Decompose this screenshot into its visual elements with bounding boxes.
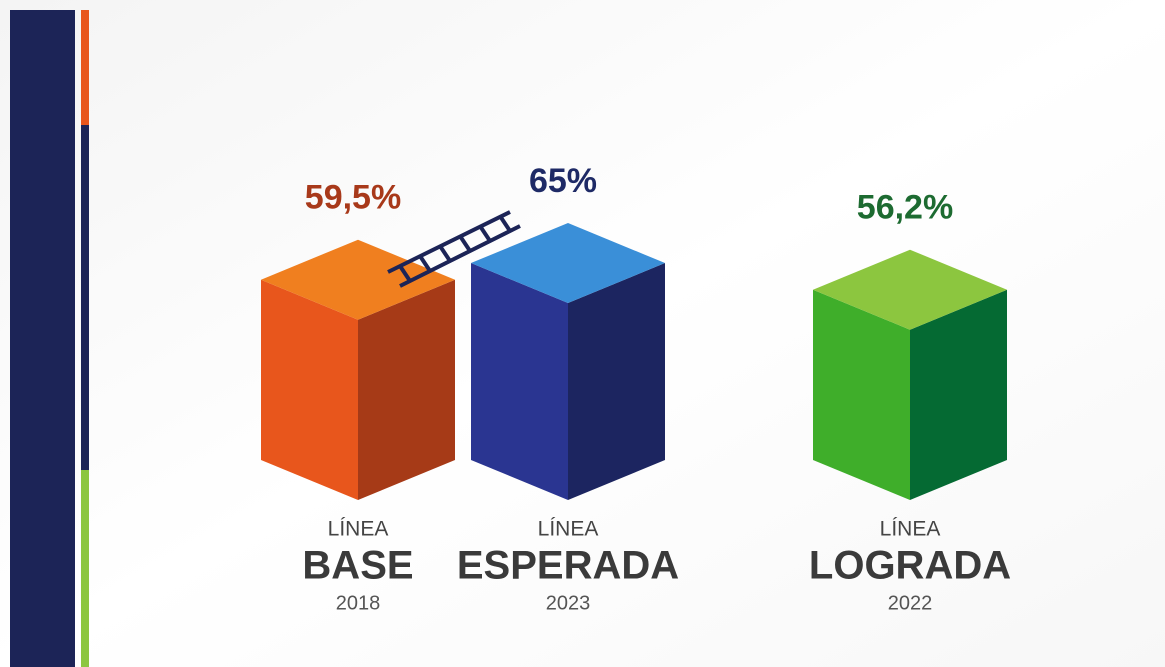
category-kicker: LÍNEA xyxy=(538,518,599,541)
accent-orange xyxy=(81,10,89,125)
ladder xyxy=(387,210,521,288)
category-year: 2022 xyxy=(888,592,933,614)
category-kicker: LÍNEA xyxy=(880,518,941,541)
category-year: 2023 xyxy=(546,592,591,614)
category-label: LOGRADA xyxy=(809,544,1011,588)
bar-side xyxy=(358,279,455,500)
bar-front xyxy=(471,263,568,500)
bar-side xyxy=(568,263,665,500)
category-label: ESPERADA xyxy=(457,544,679,588)
category-year: 2018 xyxy=(336,592,381,614)
category-label: BASE xyxy=(302,544,413,588)
value-label: 59,5% xyxy=(305,179,401,217)
accent-green xyxy=(81,470,89,667)
bar-top xyxy=(261,239,455,320)
value-label: 56,2% xyxy=(857,189,953,227)
side-band xyxy=(10,10,75,667)
bar-top xyxy=(813,249,1007,330)
value-label: 65% xyxy=(529,162,597,200)
bar-side xyxy=(910,289,1007,500)
accent-navy xyxy=(81,125,89,470)
bar-front xyxy=(261,279,358,500)
bar-front xyxy=(813,289,910,500)
category-kicker: LÍNEA xyxy=(328,518,389,541)
bar-top xyxy=(471,223,665,304)
